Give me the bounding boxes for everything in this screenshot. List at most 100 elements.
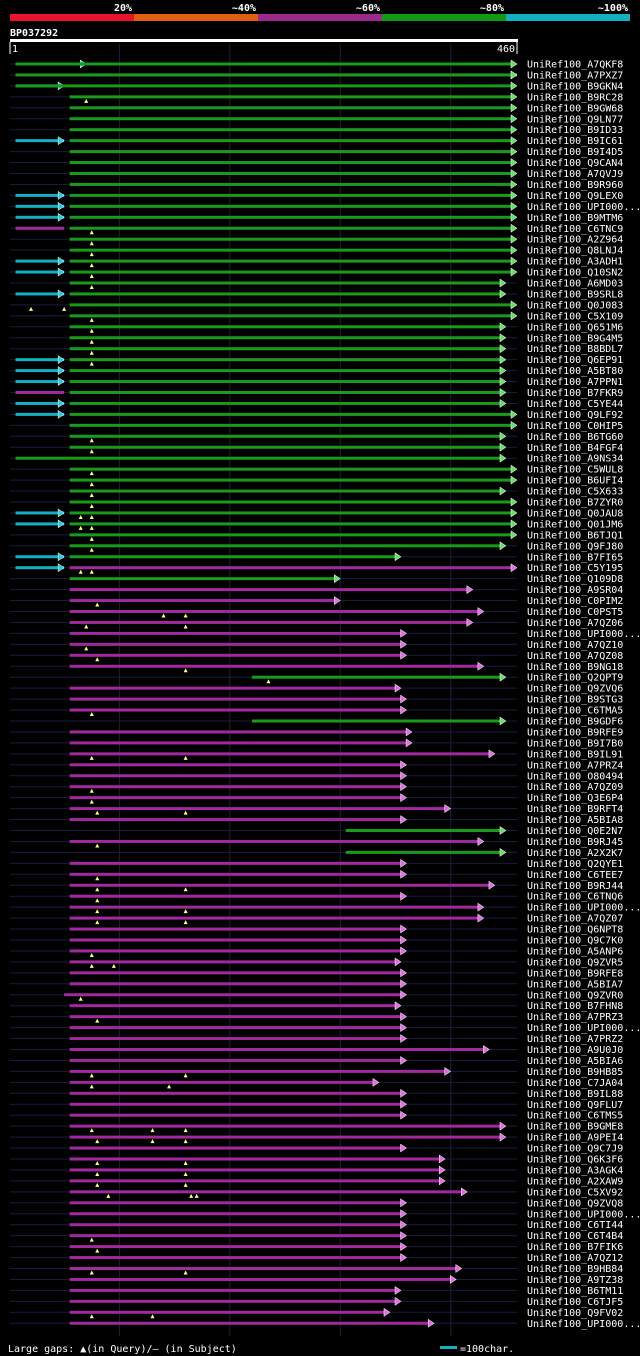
hit-row[interactable]: UniRef100_A7QKF8 xyxy=(10,60,623,71)
hit-row[interactable]: UniRef100_B6TJQ1 xyxy=(10,530,623,541)
hit-label[interactable]: UniRef100_A9U0J0 xyxy=(527,1045,623,1056)
hit-label[interactable]: UniRef100_A9NS34 xyxy=(527,454,623,465)
hit-label[interactable]: UniRef100_B6TM11 xyxy=(527,1286,623,1297)
hit-row[interactable]: UniRef100_Q6EP91 xyxy=(10,355,623,366)
hit-row[interactable]: UniRef100_Q9LF92 xyxy=(10,410,623,421)
hit-label[interactable]: UniRef100_B9RC28 xyxy=(527,92,623,103)
hit-label[interactable]: UniRef100_C6TI44 xyxy=(527,1220,623,1231)
hit-label[interactable]: UniRef100_C6TJF5 xyxy=(527,1297,623,1308)
hit-row[interactable]: UniRef100_B9GW68 xyxy=(10,103,623,114)
hit-row[interactable]: UniRef100_C5YE44 xyxy=(10,399,623,410)
hit-label[interactable]: UniRef100_C0HIP5 xyxy=(527,421,623,432)
hit-label[interactable]: UniRef100_B9G4M5 xyxy=(527,333,623,344)
hit-label[interactable]: UniRef100_A9PEI4 xyxy=(527,1133,623,1144)
hit-label[interactable]: UniRef100_A7QZ08 xyxy=(527,651,623,662)
hit-label[interactable]: UniRef100_Q109D8 xyxy=(527,574,623,585)
hit-row[interactable]: UniRef100_Q9ZVR0 xyxy=(10,990,623,1001)
hit-row[interactable]: UniRef100_C6TI44 xyxy=(10,1220,623,1231)
hit-row[interactable]: UniRef100_Q9FV02 xyxy=(10,1308,623,1319)
hit-label[interactable]: UniRef100_Q9ZVQ6 xyxy=(527,684,623,695)
hit-label[interactable]: UniRef100_A7QZ12 xyxy=(527,1253,623,1264)
hit-label[interactable]: UniRef100_A7PRZ4 xyxy=(527,760,623,771)
hit-label[interactable]: UniRef100_Q10SN2 xyxy=(527,268,623,279)
hit-label[interactable]: UniRef100_Q9LEX0 xyxy=(527,191,623,202)
hit-row[interactable]: UniRef100_B7FIK6 xyxy=(10,1242,623,1253)
hit-row[interactable]: UniRef100_C6TJF5 xyxy=(10,1297,623,1308)
hit-row[interactable]: UniRef100_A2Z964 xyxy=(10,235,623,246)
hit-row[interactable]: UniRef100_C0PST5 xyxy=(10,607,623,618)
hit-label[interactable]: UniRef100_A7QVJ9 xyxy=(527,169,623,180)
hit-row[interactable]: UniRef100_A7PXZ7 xyxy=(10,70,623,81)
hit-label[interactable]: UniRef100_Q9LF92 xyxy=(527,410,623,421)
hit-row[interactable]: UniRef100_A5BIA6 xyxy=(10,1056,623,1067)
hit-label[interactable]: UniRef100_Q9C7J9 xyxy=(527,1144,623,1155)
hit-label[interactable]: UniRef100_A9SR04 xyxy=(527,585,623,596)
hit-row[interactable]: UniRef100_A7QZ08 xyxy=(10,651,623,662)
hit-label[interactable]: UniRef100_A7QZ10 xyxy=(527,640,623,651)
hit-row[interactable]: UniRef100_A5ANP6 xyxy=(10,946,623,957)
hit-row[interactable]: UniRef100_UPI000... xyxy=(10,903,640,914)
hit-row[interactable]: UniRef100_C6TNC9 xyxy=(10,224,623,235)
hit-row[interactable]: UniRef100_B6TM11 xyxy=(10,1286,623,1297)
hit-row[interactable]: UniRef100_UPI000... xyxy=(10,629,640,640)
hit-label[interactable]: UniRef100_C5YE44 xyxy=(527,399,623,410)
hit-row[interactable]: UniRef100_B9GKN4 xyxy=(10,81,623,92)
hit-label[interactable]: UniRef100_B9STG3 xyxy=(527,695,623,706)
hit-row[interactable]: UniRef100_UPI000... xyxy=(10,202,640,213)
hit-label[interactable]: UniRef100_UPI000... xyxy=(527,1319,640,1330)
hit-row[interactable]: UniRef100_C5WUL8 xyxy=(10,465,623,476)
hit-row[interactable]: UniRef100_B7ZYR0 xyxy=(10,498,623,509)
hit-label[interactable]: UniRef100_Q9LN77 xyxy=(527,114,623,125)
hit-label[interactable]: UniRef100_B7FI65 xyxy=(527,552,623,563)
hit-row[interactable]: UniRef100_B6TG60 xyxy=(10,432,623,443)
hit-row[interactable]: UniRef100_Q9ZVQ6 xyxy=(10,684,623,695)
hit-row[interactable]: UniRef100_B7FHN8 xyxy=(10,1001,623,1012)
hit-row[interactable]: UniRef100_A6MD03 xyxy=(10,279,623,290)
hit-row[interactable]: UniRef100_A3ADH1 xyxy=(10,257,623,268)
hit-row[interactable]: UniRef100_C6TNQ6 xyxy=(10,892,623,903)
hit-label[interactable]: UniRef100_O80494 xyxy=(527,771,623,782)
hit-label[interactable]: UniRef100_B6TG60 xyxy=(527,432,623,443)
hit-label[interactable]: UniRef100_C5X109 xyxy=(527,311,623,322)
hit-label[interactable]: UniRef100_A3ADH1 xyxy=(527,257,623,268)
hit-label[interactable]: UniRef100_A7QZ06 xyxy=(527,618,623,629)
hit-row[interactable]: UniRef100_C5X633 xyxy=(10,487,623,498)
hit-label[interactable]: UniRef100_B9RFE9 xyxy=(527,727,623,738)
hit-label[interactable]: UniRef100_B9IL88 xyxy=(527,1089,623,1100)
hit-label[interactable]: UniRef100_Q2QYE1 xyxy=(527,859,623,870)
hit-label[interactable]: UniRef100_B9HB84 xyxy=(527,1264,623,1275)
hit-label[interactable]: UniRef100_B9GDF6 xyxy=(527,717,623,728)
hit-label[interactable]: UniRef100_B7ZYR0 xyxy=(527,498,623,509)
hit-label[interactable]: UniRef100_C6T4B4 xyxy=(527,1231,623,1242)
hit-row[interactable]: UniRef100_C6TMS5 xyxy=(10,1111,623,1122)
hit-row[interactable]: UniRef100_A9U0J0 xyxy=(10,1045,623,1056)
hit-row[interactable]: UniRef100_B9SRL8 xyxy=(10,289,623,300)
hit-row[interactable]: UniRef100_C0PIM2 xyxy=(10,596,623,607)
hit-label[interactable]: UniRef100_B9R960 xyxy=(527,180,623,191)
hit-label[interactable]: UniRef100_A7PXZ7 xyxy=(527,70,623,81)
hit-row[interactable]: UniRef100_A7QZ06 xyxy=(10,618,623,629)
hit-label[interactable]: UniRef100_Q0J083 xyxy=(527,300,623,311)
hit-row[interactable]: UniRef100_B7FI65 xyxy=(10,552,623,563)
hit-row[interactable]: UniRef100_B9I4D5 xyxy=(10,147,623,158)
hit-row[interactable]: UniRef100_C6TEE7 xyxy=(10,870,623,881)
hit-row[interactable]: UniRef100_B9RJ45 xyxy=(10,837,623,848)
hit-row[interactable]: UniRef100_B9GME8 xyxy=(10,1122,623,1133)
hit-row[interactable]: UniRef100_A7QVJ9 xyxy=(10,169,623,180)
hit-label[interactable]: UniRef100_Q0E2N7 xyxy=(527,826,623,837)
hit-label[interactable]: UniRef100_Q2QPT9 xyxy=(527,673,623,684)
hit-row[interactable]: UniRef100_C7JA04 xyxy=(10,1078,623,1089)
hit-row[interactable]: UniRef100_A7PRZ3 xyxy=(10,1012,623,1023)
hit-row[interactable]: UniRef100_Q9C7J9 xyxy=(10,1144,623,1155)
hit-row[interactable]: UniRef100_B9GDF6 xyxy=(10,717,623,728)
hit-label[interactable]: UniRef100_B9I7B0 xyxy=(527,738,623,749)
hit-row[interactable]: UniRef100_UPI000... xyxy=(10,1209,640,1220)
hit-label[interactable]: UniRef100_C5XV92 xyxy=(527,1187,623,1198)
hit-label[interactable]: UniRef100_C7JA04 xyxy=(527,1078,623,1089)
hit-label[interactable]: UniRef100_Q6NPT8 xyxy=(527,925,623,936)
hit-label[interactable]: UniRef100_A5BT80 xyxy=(527,366,623,377)
hit-label[interactable]: UniRef100_A6MD03 xyxy=(527,279,623,290)
hit-label[interactable]: UniRef100_C5Y195 xyxy=(527,563,623,574)
hit-label[interactable]: UniRef100_A5BIA6 xyxy=(527,1056,623,1067)
hit-label[interactable]: UniRef100_A2XAW9 xyxy=(527,1176,623,1187)
